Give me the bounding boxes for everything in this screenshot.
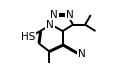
Text: N: N: [50, 10, 58, 20]
Text: N: N: [66, 10, 73, 20]
Text: HS: HS: [21, 32, 35, 43]
Text: N: N: [78, 49, 86, 59]
Text: N: N: [46, 20, 54, 30]
